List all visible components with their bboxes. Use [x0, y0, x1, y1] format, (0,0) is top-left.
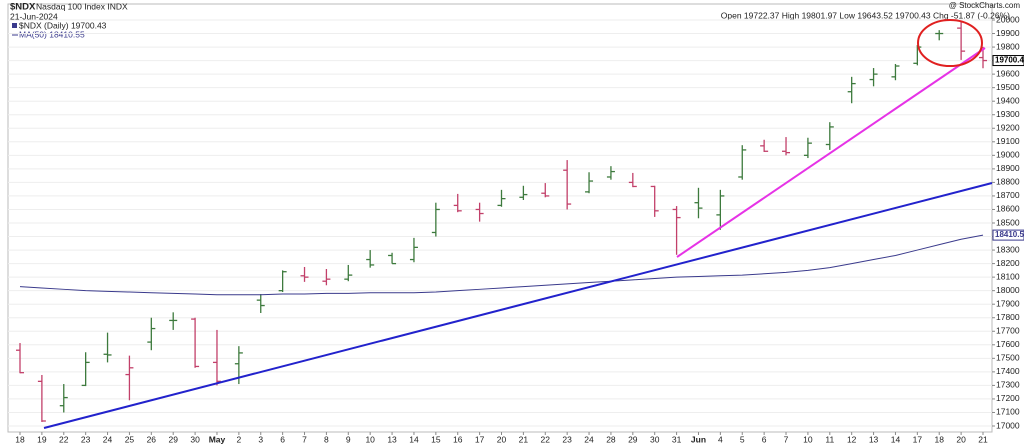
x-tick-label: 2 — [236, 434, 241, 444]
index-name: Nasdaq 100 Index INDX — [36, 1, 128, 11]
y-tick-label: 17400 — [996, 366, 1020, 376]
x-tick-label: 17 — [475, 434, 485, 444]
x-tick-label: 23 — [562, 434, 572, 444]
x-tick-label: 18 — [934, 434, 944, 444]
x-tick-label: 7 — [784, 434, 789, 444]
y-tick-label: 18500 — [996, 217, 1020, 227]
x-tick-label: 3 — [258, 434, 263, 444]
y-tick-label: 17900 — [996, 298, 1020, 308]
y-tick-label: 17500 — [996, 353, 1020, 363]
x-tick-label: 17 — [913, 434, 923, 444]
trendline — [676, 47, 986, 258]
y-tick-label: 19500 — [996, 82, 1020, 92]
x-tick-label: 6 — [280, 434, 285, 444]
y-tick-label: 19400 — [996, 95, 1020, 105]
y-tick-label: 17100 — [996, 407, 1020, 417]
x-tick-label: 22 — [59, 434, 69, 444]
x-tick-label: 4 — [718, 434, 723, 444]
credit: @ StockCharts.com — [949, 1, 1021, 10]
symbol: $NDX — [10, 2, 36, 13]
x-tick-label: 28 — [606, 434, 616, 444]
y-tick-label: 17700 — [996, 326, 1020, 336]
x-tick-label: 11 — [825, 434, 834, 444]
y-tick-label: 19900 — [996, 28, 1020, 38]
x-tick-label: 18 — [15, 434, 25, 444]
x-tick-label: 24 — [103, 434, 113, 444]
x-tick-label: 13 — [387, 434, 397, 444]
x-tick-label: 6 — [762, 434, 767, 444]
legend-price: $NDX (Daily) 19700.43 — [19, 20, 107, 30]
y-tick-label: 20000 — [996, 14, 1020, 24]
y-tick-label: 18800 — [996, 177, 1020, 187]
x-tick-label: 31 — [672, 434, 682, 444]
x-tick-label: 29 — [628, 434, 638, 444]
y-tick-label: 19000 — [996, 150, 1020, 160]
date: 21-Jun-2024 — [10, 11, 58, 21]
highlight-circle — [917, 19, 983, 67]
x-tick-label: 19 — [37, 434, 47, 444]
x-tick-label: 14 — [891, 434, 901, 444]
y-tick-label: 18900 — [996, 163, 1020, 173]
x-tick-label: 22 — [541, 434, 551, 444]
y-tick-label: 18600 — [996, 204, 1020, 214]
x-tick-label: 26 — [147, 434, 157, 444]
y-tick-label: 18100 — [996, 271, 1020, 281]
x-tick-label: 20 — [497, 434, 507, 444]
legend-swatch — [12, 23, 17, 28]
y-tick-label: 17000 — [996, 420, 1020, 430]
x-tick-label: 13 — [869, 434, 879, 444]
price-tag-label: 18410.55 — [995, 230, 1024, 239]
y-tick-label: 18200 — [996, 258, 1020, 268]
x-tick-label: 16 — [453, 434, 463, 444]
x-tick-label: 30 — [190, 434, 200, 444]
x-tick-label: May — [209, 434, 226, 444]
x-tick-label: Jun — [691, 434, 706, 444]
y-tick-label: 19200 — [996, 123, 1020, 133]
price-tag — [992, 55, 1024, 67]
x-tick-label: 15 — [431, 434, 441, 444]
price-tag — [992, 229, 1024, 241]
y-tick-label: 19600 — [996, 68, 1020, 78]
y-tick-label: 19100 — [996, 136, 1020, 146]
y-tick-label: 17200 — [996, 393, 1020, 403]
x-tick-label: 23 — [81, 434, 91, 444]
x-tick-label: 7 — [302, 434, 307, 444]
quote: Open 19722.37 High 19801.97 Low 19643.52… — [721, 10, 1010, 20]
y-tick-label: 17800 — [996, 312, 1020, 322]
x-tick-label: 21 — [978, 434, 988, 444]
x-tick-label: 9 — [346, 434, 351, 444]
y-tick-label: 19300 — [996, 109, 1020, 119]
y-tick-label: 18700 — [996, 190, 1020, 200]
legend-ma: MA(50) 18410.55 — [19, 29, 85, 39]
x-tick-label: 24 — [584, 434, 594, 444]
x-tick-label: 25 — [125, 434, 135, 444]
x-tick-label: 29 — [168, 434, 178, 444]
y-tick-label: 17300 — [996, 380, 1020, 390]
x-tick-label: 10 — [365, 434, 375, 444]
trendline — [43, 182, 993, 429]
y-tick-label: 18000 — [996, 285, 1020, 295]
x-tick-label: 20 — [956, 434, 966, 444]
y-tick-label: 18300 — [996, 244, 1020, 254]
x-tick-label: 10 — [803, 434, 813, 444]
x-tick-label: 21 — [519, 434, 529, 444]
y-tick-label: 17600 — [996, 339, 1020, 349]
x-tick-label: 30 — [650, 434, 660, 444]
x-tick-label: 5 — [740, 434, 745, 444]
price-tag-label: 19700.43 — [995, 56, 1024, 65]
plot-frame — [7, 3, 993, 433]
ma-line — [19, 234, 984, 296]
x-tick-label: 8 — [324, 434, 329, 444]
y-tick-label: 19800 — [996, 41, 1020, 51]
x-tick-label: 14 — [409, 434, 419, 444]
x-tick-label: 12 — [847, 434, 857, 444]
